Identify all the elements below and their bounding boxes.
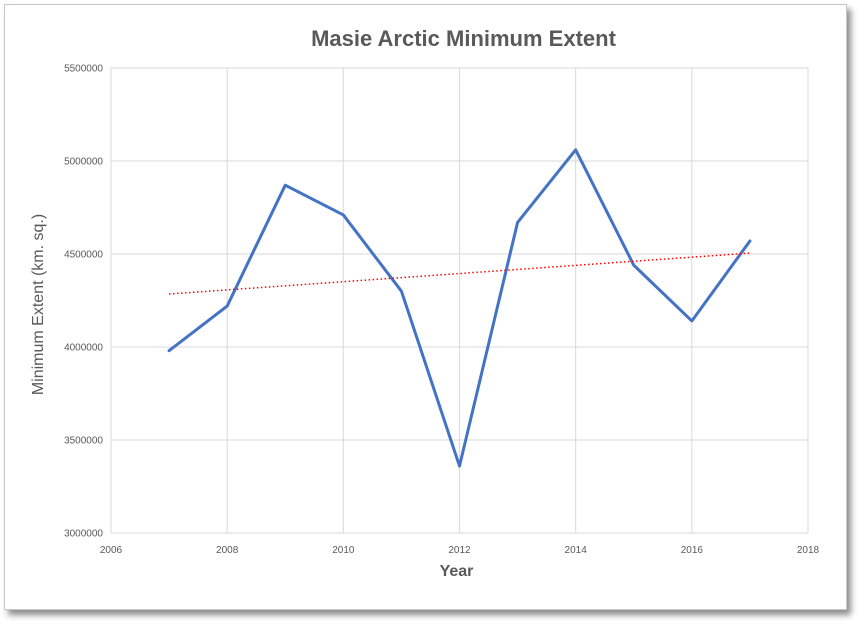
x-tick-label: 2010 bbox=[332, 545, 355, 556]
y-tick-label: 4500000 bbox=[64, 250, 103, 261]
y-tick-label: 3500000 bbox=[64, 436, 103, 447]
x-tick-label: 2006 bbox=[100, 545, 123, 556]
x-axis-ticks: 2006 2008 2010 2012 2014 2016 2018 bbox=[100, 545, 820, 556]
line-chart: Masie Arctic Minimum Extent 3000000 35000… bbox=[30, 26, 820, 580]
y-tick-label: 4000000 bbox=[64, 343, 103, 354]
y-tick-label: 5000000 bbox=[64, 157, 103, 168]
y-tick-label: 5500000 bbox=[64, 64, 103, 75]
x-tick-label: 2018 bbox=[797, 545, 820, 556]
grid bbox=[110, 67, 809, 534]
series-line bbox=[167, 148, 752, 468]
x-tick-label: 2014 bbox=[565, 545, 588, 556]
x-axis-title: Year bbox=[440, 563, 474, 580]
x-tick-label: 2016 bbox=[681, 545, 704, 556]
series-group bbox=[167, 148, 752, 468]
chart-frame: Masie Arctic Minimum Extent 3000000 35000… bbox=[4, 4, 847, 610]
chart-title: Masie Arctic Minimum Extent bbox=[311, 26, 616, 51]
y-axis-title: Minimum Extent (km. sq.) bbox=[30, 214, 47, 395]
y-tick-label: 3000000 bbox=[64, 529, 103, 540]
trendline bbox=[169, 252, 750, 295]
y-axis-ticks: 3000000 3500000 4000000 4500000 5000000 55000… bbox=[64, 64, 103, 540]
x-tick-label: 2008 bbox=[216, 545, 239, 556]
x-tick-label: 2012 bbox=[448, 545, 471, 556]
